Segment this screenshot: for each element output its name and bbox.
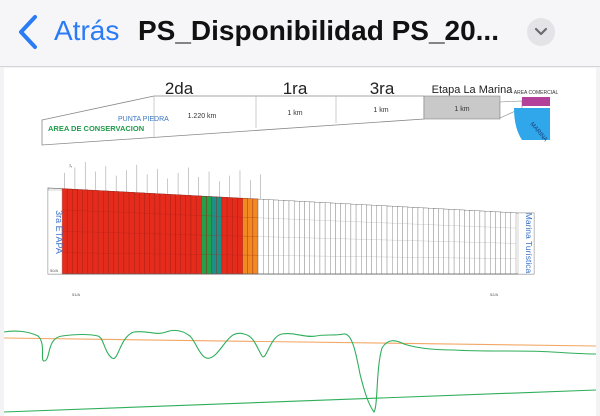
back-button[interactable]: Atrás xyxy=(54,15,120,46)
punta-piedra-label: PUNTA PIEDRA xyxy=(118,116,169,123)
stage-schematic: 2da 1ra 3ra Etapa La Marina 1.220 km 1 k… xyxy=(41,79,559,146)
document-title: PS_Disponibilidad PS_20... xyxy=(138,15,499,46)
svg-text:50/A: 50/A xyxy=(50,268,59,273)
area-conservacion-label: AREA DE CONSERVACION xyxy=(48,124,144,133)
stage-label-marina: Etapa La Marina xyxy=(432,84,514,96)
stage-label-2da: 2da xyxy=(165,79,194,98)
strip-outline xyxy=(41,95,425,146)
title-menu-button[interactable] xyxy=(527,18,555,46)
stage-label-1ra: 1ra xyxy=(283,79,308,98)
chevron-down-icon xyxy=(534,27,548,36)
navigation-bar: Atrás PS_Disponibilidad PS_20... xyxy=(0,0,600,67)
distance-1ra: 1 km xyxy=(287,110,302,117)
area-comercial-label: AREA COMERCIAL xyxy=(514,90,559,96)
chevron-left-icon[interactable] xyxy=(16,14,40,50)
lot-cells xyxy=(61,188,517,275)
distance-3ra: 1 km xyxy=(373,107,388,114)
svg-text:51/A: 51/A xyxy=(72,292,81,297)
tercera-etapa-vertical: 3ra ETAPA xyxy=(54,210,64,254)
lot-map: 1ª 3ra ETAPA Marina Turística 50/A 51/A … xyxy=(47,161,535,297)
lot-tick-labels xyxy=(64,161,261,200)
site-plan-drawing: 2da 1ra 3ra Etapa La Marina 1.220 km 1 k… xyxy=(4,79,596,413)
stage-label-3ra: 3ra xyxy=(370,79,395,98)
distance-2da: 1.220 km xyxy=(188,113,217,120)
distance-marina: 1 km xyxy=(454,106,469,113)
area-comercial-block xyxy=(522,97,550,106)
marina-turistica-vertical: Marina Turística xyxy=(524,213,534,274)
svg-text:52/A: 52/A xyxy=(490,292,499,297)
document-page: 2da 1ra 3ra Etapa La Marina 1.220 km 1 k… xyxy=(4,68,596,416)
profile-lines xyxy=(4,329,596,413)
svg-text:1ª: 1ª xyxy=(68,164,73,168)
marina-block xyxy=(514,108,550,140)
